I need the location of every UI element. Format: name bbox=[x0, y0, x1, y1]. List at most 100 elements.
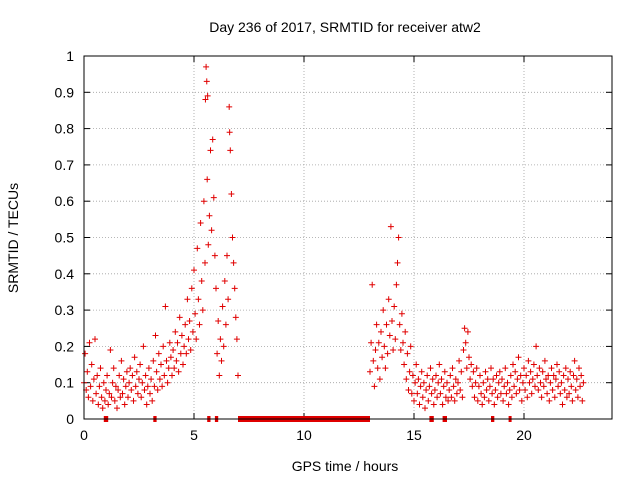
data-point bbox=[176, 314, 183, 321]
data-point bbox=[228, 190, 235, 197]
data-point bbox=[519, 379, 526, 386]
data-point bbox=[439, 401, 446, 408]
data-point bbox=[541, 357, 548, 364]
data-point bbox=[384, 350, 391, 357]
data-point bbox=[544, 390, 551, 397]
data-point bbox=[480, 379, 487, 386]
data-point bbox=[211, 252, 218, 259]
data-point bbox=[214, 350, 221, 357]
data-point bbox=[532, 383, 538, 390]
data-point bbox=[196, 321, 203, 328]
data-point bbox=[409, 372, 416, 379]
data-point bbox=[370, 357, 377, 364]
data-point bbox=[522, 386, 529, 393]
data-point bbox=[533, 343, 540, 350]
data-point bbox=[464, 328, 471, 335]
data-point bbox=[103, 386, 109, 393]
data-point bbox=[518, 397, 525, 404]
data-point bbox=[391, 303, 398, 310]
data-point bbox=[514, 376, 521, 383]
data-point bbox=[177, 350, 184, 357]
data-point bbox=[171, 365, 178, 372]
data-point bbox=[547, 379, 554, 386]
data-point bbox=[503, 390, 510, 397]
data-point bbox=[496, 368, 503, 375]
data-point bbox=[204, 92, 211, 99]
data-point bbox=[195, 296, 202, 303]
data-point bbox=[488, 365, 494, 372]
data-point bbox=[529, 376, 536, 383]
data-point bbox=[210, 194, 217, 201]
data-point bbox=[160, 343, 167, 350]
data-point bbox=[123, 368, 130, 375]
data-point bbox=[87, 383, 94, 390]
data-point bbox=[463, 365, 470, 372]
data-point bbox=[552, 376, 559, 383]
data-point bbox=[566, 390, 573, 397]
data-point bbox=[560, 372, 567, 379]
data-point bbox=[86, 339, 93, 346]
data-point bbox=[368, 339, 375, 346]
data-point bbox=[97, 365, 104, 372]
data-point bbox=[187, 347, 194, 354]
data-point bbox=[84, 368, 91, 375]
data-point bbox=[453, 390, 460, 397]
data-point bbox=[535, 386, 542, 393]
data-point bbox=[94, 372, 101, 379]
data-point bbox=[565, 376, 571, 383]
data-point bbox=[556, 368, 563, 375]
data-point bbox=[523, 372, 530, 379]
data-point bbox=[209, 136, 216, 143]
data-point bbox=[224, 252, 230, 259]
data-point bbox=[381, 343, 388, 350]
data-point bbox=[525, 357, 532, 364]
data-point bbox=[449, 365, 456, 372]
data-point bbox=[226, 103, 233, 110]
data-point bbox=[378, 328, 384, 335]
x-tick-label: 15 bbox=[406, 427, 422, 443]
data-point bbox=[419, 394, 426, 401]
data-point bbox=[88, 361, 95, 368]
data-point bbox=[207, 147, 214, 154]
data-point bbox=[96, 383, 103, 390]
data-point bbox=[516, 386, 523, 393]
data-point bbox=[203, 63, 210, 70]
data-point bbox=[143, 401, 150, 408]
data-point bbox=[383, 321, 390, 328]
data-point bbox=[455, 379, 461, 386]
data-point bbox=[459, 394, 466, 401]
data-point bbox=[431, 386, 438, 393]
data-point bbox=[482, 368, 489, 375]
data-point bbox=[158, 361, 164, 368]
data-point bbox=[423, 386, 430, 393]
data-point bbox=[191, 267, 197, 274]
data-point bbox=[220, 343, 227, 350]
data-point bbox=[218, 357, 225, 364]
data-point bbox=[104, 372, 111, 379]
data-point bbox=[396, 321, 403, 328]
data-point bbox=[548, 365, 555, 372]
data-point bbox=[174, 339, 181, 346]
data-point bbox=[517, 372, 524, 379]
data-point bbox=[120, 376, 127, 383]
data-point bbox=[448, 394, 455, 401]
data-point bbox=[372, 347, 379, 354]
data-point bbox=[205, 241, 212, 248]
data-point bbox=[393, 281, 400, 288]
data-point bbox=[194, 245, 201, 252]
data-point bbox=[122, 383, 129, 390]
data-point bbox=[93, 390, 100, 397]
data-point bbox=[576, 365, 582, 372]
data-point bbox=[477, 372, 483, 379]
data-point bbox=[440, 383, 447, 390]
data-point bbox=[555, 383, 562, 390]
data-point bbox=[180, 361, 186, 368]
data-point bbox=[450, 383, 457, 390]
data-point bbox=[112, 383, 119, 390]
data-point bbox=[129, 372, 136, 379]
data-point bbox=[235, 372, 241, 379]
axis-ticks bbox=[83, 55, 612, 420]
data-point bbox=[132, 383, 139, 390]
data-point bbox=[466, 354, 472, 361]
